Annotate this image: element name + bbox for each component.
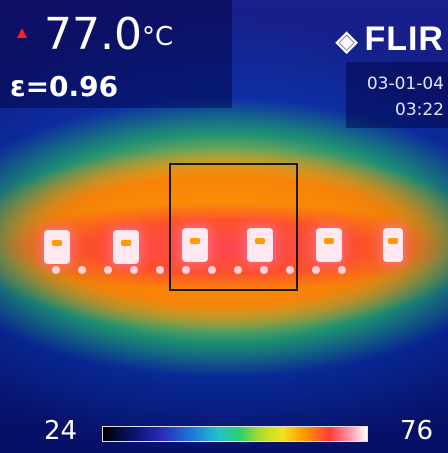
color-scale-bar xyxy=(102,426,368,442)
connector-dot xyxy=(338,266,346,274)
hot-component xyxy=(113,230,139,264)
connector-dot xyxy=(78,266,86,274)
spot-marker-icon xyxy=(17,28,27,38)
connector-dot xyxy=(156,266,164,274)
hot-component xyxy=(182,228,208,262)
hot-component xyxy=(247,228,273,262)
connector-dot xyxy=(312,266,320,274)
flir-diamond-logo-icon: ◈ xyxy=(335,25,359,56)
measurement-box[interactable] xyxy=(169,163,298,291)
connector-dot xyxy=(182,266,190,274)
temperature-unit: °C xyxy=(141,22,174,52)
connector-dot xyxy=(208,266,216,274)
connector-dot xyxy=(52,266,60,274)
connector-dot xyxy=(286,266,294,274)
datetime-panel xyxy=(346,62,448,128)
hot-component xyxy=(316,228,342,262)
emissivity-readout: ε=0.96 xyxy=(10,70,119,103)
connector-dot xyxy=(234,266,242,274)
scale-min-label: 24 xyxy=(44,416,78,446)
temperature-readout: 77.0°C xyxy=(14,12,173,58)
date-display: 03-01-04 xyxy=(366,74,444,94)
connector-dot xyxy=(260,266,268,274)
hot-component xyxy=(383,228,403,262)
time-display: 03:22 xyxy=(395,100,444,120)
brand-logo: ◈ FLIR xyxy=(336,20,444,59)
readout-panel xyxy=(0,0,232,108)
scale-max-label: 76 xyxy=(400,416,434,446)
connector-dot xyxy=(104,266,112,274)
temperature-value: 77.0 xyxy=(44,9,142,60)
connector-dot xyxy=(130,266,138,274)
brand-name: FLIR xyxy=(364,20,444,58)
hot-component xyxy=(44,230,70,264)
